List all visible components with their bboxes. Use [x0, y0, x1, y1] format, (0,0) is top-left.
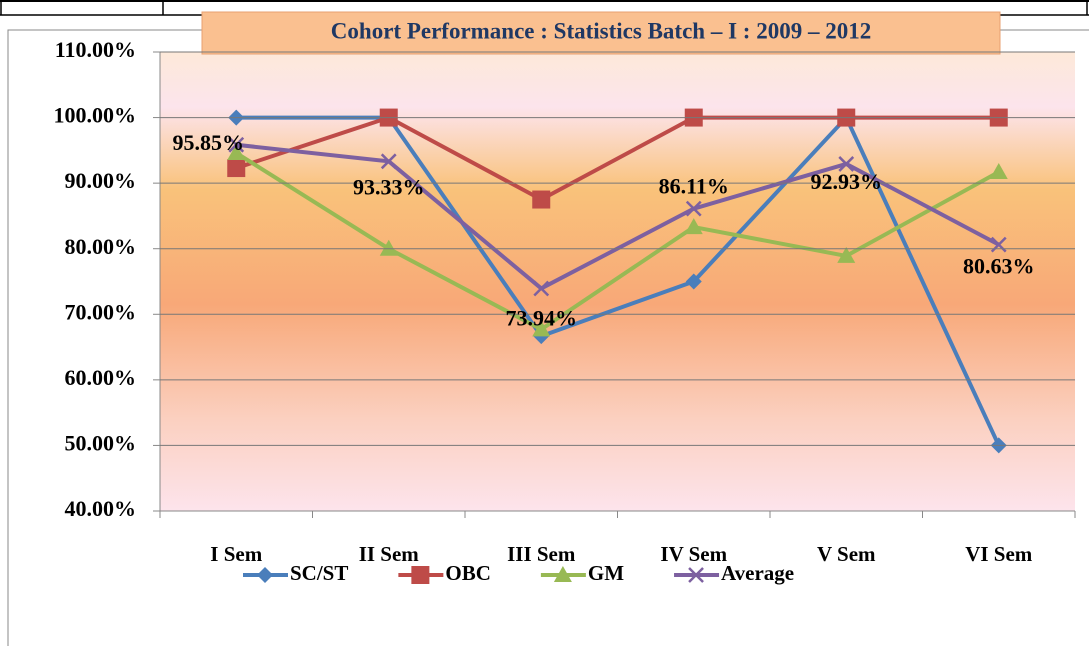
- y-tick-label: 50.00%: [65, 430, 137, 455]
- x-tick-label: V Sem: [817, 542, 876, 566]
- marker: [379, 239, 398, 256]
- plot-area: [160, 52, 1075, 511]
- marker: [228, 136, 245, 153]
- marker: [532, 320, 551, 337]
- y-tick-label: 110.00%: [55, 37, 136, 62]
- title-box: [201, 11, 1001, 55]
- data-label: 86.11%: [659, 174, 729, 199]
- marker: [685, 273, 702, 290]
- y-tick-label: 70.00%: [65, 299, 137, 324]
- data-label: 73.94%: [506, 305, 578, 330]
- marker: [553, 566, 572, 582]
- marker: [838, 156, 855, 172]
- chart-title: Cohort Performance : Statistics Batch – …: [331, 18, 871, 43]
- marker: [380, 153, 397, 170]
- x-tick-label: II Sem: [359, 542, 420, 566]
- legend-label: GM: [588, 561, 624, 585]
- y-tick-label: 90.00%: [65, 168, 137, 193]
- marker: [227, 159, 246, 178]
- x-tick-label: III Sem: [507, 542, 576, 566]
- marker: [411, 566, 430, 584]
- marker: [989, 162, 1008, 179]
- series-line: [235, 151, 1000, 332]
- marker: [533, 280, 550, 297]
- y-tick-label: 100.00%: [54, 103, 137, 128]
- legend-label: SC/ST: [290, 561, 348, 585]
- marker: [227, 143, 246, 160]
- marker: [688, 567, 704, 583]
- data-label: 93.33%: [353, 174, 425, 199]
- y-tick-label: 80.00%: [65, 234, 137, 259]
- marker: [685, 200, 702, 217]
- marker: [837, 246, 856, 263]
- marker: [532, 190, 551, 209]
- x-tick-label: I Sem: [210, 542, 262, 566]
- y-tick-label: 40.00%: [65, 496, 137, 521]
- legend-label: OBC: [445, 561, 491, 585]
- x-tick-label: IV Sem: [660, 542, 727, 566]
- x-tick-label: VI Sem: [965, 542, 1033, 566]
- y-tick-label: 60.00%: [65, 365, 137, 390]
- legend-label: Average: [721, 561, 794, 585]
- marker: [990, 236, 1007, 253]
- marker: [684, 218, 703, 235]
- data-label: 95.85%: [173, 130, 245, 155]
- data-label: 80.63%: [963, 254, 1035, 279]
- data-label: 92.93%: [811, 169, 883, 194]
- marker: [257, 567, 273, 583]
